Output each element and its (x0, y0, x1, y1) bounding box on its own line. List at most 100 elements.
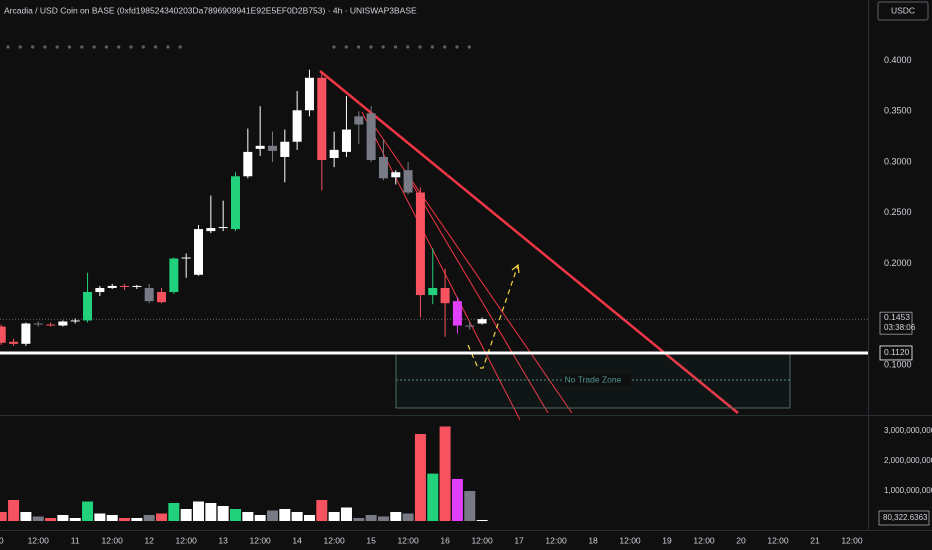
volume-bar (402, 513, 414, 521)
candle-body (341, 129, 351, 152)
candle-body (415, 192, 425, 296)
volume-bar (242, 511, 254, 521)
x-tick-label: 0 (0, 535, 4, 545)
volume-bar (82, 501, 94, 521)
trend-line[interactable] (319, 70, 739, 414)
candle-body (354, 116, 364, 125)
drawings (319, 70, 791, 421)
volume-bar (316, 499, 328, 521)
annotation-bg (562, 374, 630, 386)
candle-body (218, 227, 228, 229)
volume-bar (106, 514, 118, 521)
volume-bar (69, 517, 81, 521)
x-tick-label: 21 (810, 535, 820, 545)
candle-body (144, 287, 154, 302)
currency[interactable]: USDC (891, 5, 915, 15)
trend-line[interactable] (369, 119, 573, 414)
x-tick-label: 12:00 (545, 535, 567, 545)
countdown-label: 03:38:06 (884, 323, 916, 332)
dot (6, 45, 10, 49)
x-tick-label: 12:00 (176, 535, 198, 545)
y-tick-label: 0.1000 (884, 360, 912, 370)
candle-body (403, 170, 413, 193)
volume-bar (476, 520, 488, 521)
x-tick-label: 12:00 (619, 535, 641, 545)
volume-bar (266, 510, 278, 521)
candle-body (317, 77, 327, 161)
candle-body (83, 292, 93, 321)
volume-bar (94, 513, 106, 521)
candle-body (255, 145, 265, 149)
dot (406, 45, 410, 49)
candle-body (366, 113, 376, 161)
x-tick-label: 18 (588, 535, 598, 545)
currency-box[interactable] (877, 1, 929, 21)
candle-body (428, 287, 438, 296)
candle-body (46, 324, 56, 326)
volume-bar (193, 501, 205, 521)
volume-bar (180, 508, 192, 521)
volume-bar (32, 516, 44, 521)
x-tick-label: 13 (218, 535, 228, 545)
dot (129, 45, 133, 49)
volume-bar (0, 511, 7, 521)
candle-body (391, 172, 401, 178)
candle-body (95, 287, 105, 293)
x-tick-label: 19 (662, 535, 672, 545)
candle-body (304, 77, 314, 111)
dot (344, 45, 348, 49)
volume-bar (156, 513, 168, 521)
dot (30, 45, 35, 49)
trend-line[interactable] (404, 171, 549, 414)
volume-bar (291, 511, 303, 521)
volume-last-label: 80,322.6363 (883, 513, 928, 522)
dot (55, 45, 59, 49)
x-tick-label: 12:00 (841, 535, 863, 545)
volume-bar (143, 514, 155, 521)
dot (154, 45, 158, 49)
dot (141, 45, 145, 49)
candle-body (120, 285, 130, 287)
x-tick-label: 12:00 (28, 535, 50, 545)
volume-bar (377, 516, 389, 521)
volume-bar (365, 514, 377, 521)
volume-bar (414, 433, 426, 521)
candle-body (0, 326, 6, 343)
candle-body (21, 323, 31, 344)
candle-body (243, 151, 253, 177)
candle-body (157, 292, 167, 303)
candle-body (292, 110, 302, 142)
candle-body (440, 287, 450, 304)
volume-bar (119, 517, 131, 521)
volume-bar (340, 507, 352, 521)
x-tick-label: 12:00 (693, 535, 715, 545)
candle-body (107, 285, 117, 288)
volume-bar (390, 511, 402, 521)
y-tick-label: 0.3500 (884, 106, 912, 116)
volume-bar (205, 502, 217, 521)
candle-body (58, 321, 68, 326)
volume-bar (8, 499, 20, 521)
candle-body (70, 320, 80, 322)
dot (443, 45, 447, 49)
last-price-box (879, 311, 913, 335)
dot (332, 45, 336, 49)
y-tick-label: 0.3000 (884, 156, 912, 166)
volume-bar (131, 517, 143, 521)
x-tick-label: 12:00 (397, 535, 419, 545)
x-tick-label: 16 (440, 535, 450, 545)
x-tick-label: 20 (736, 535, 746, 545)
trend-line[interactable] (361, 111, 521, 421)
volume-bar (279, 508, 291, 521)
x-tick-label: 14 (292, 535, 302, 545)
x-tick-label: 12:00 (250, 535, 272, 545)
volume-last-box (878, 510, 930, 526)
projection-arrow[interactable] (467, 264, 519, 369)
dot (178, 45, 182, 49)
dot (418, 45, 422, 49)
candle-body (465, 325, 475, 327)
